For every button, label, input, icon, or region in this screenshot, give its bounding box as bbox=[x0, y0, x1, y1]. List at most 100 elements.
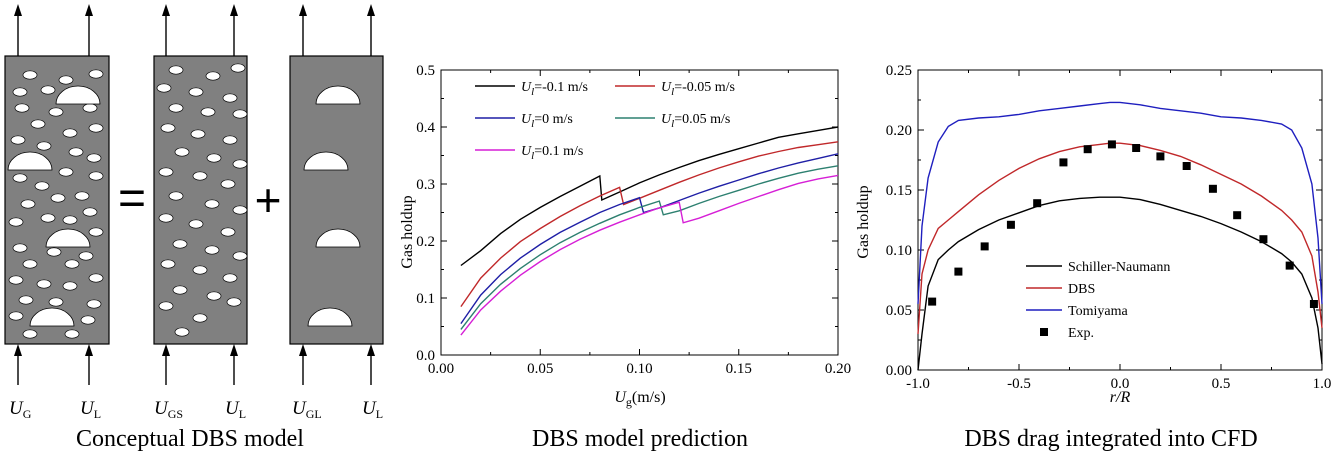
y-tick-label: 0.5 bbox=[416, 63, 435, 79]
velocity-label: UL bbox=[362, 398, 383, 421]
arrows bbox=[14, 4, 375, 385]
data-point bbox=[1033, 199, 1042, 208]
small-bubble bbox=[12, 243, 28, 253]
data-point bbox=[928, 297, 937, 306]
arrowhead bbox=[14, 4, 22, 16]
arrowhead bbox=[367, 4, 375, 16]
arrowhead bbox=[299, 344, 307, 356]
small-bubble bbox=[230, 63, 246, 73]
legend-label: Tomiyama bbox=[1068, 304, 1128, 319]
large-bubble bbox=[55, 85, 101, 105]
small-bubble bbox=[8, 217, 24, 227]
small-bubble bbox=[204, 245, 220, 255]
small-bubble bbox=[46, 247, 62, 257]
small-bubble bbox=[62, 281, 78, 291]
small-bubble bbox=[192, 171, 208, 181]
y-axis-label: Gas holdup bbox=[399, 195, 416, 268]
small-bubble bbox=[8, 275, 24, 285]
data-point bbox=[1208, 184, 1217, 193]
arrowhead bbox=[162, 4, 170, 16]
small-bubble bbox=[18, 295, 34, 305]
small-bubble bbox=[206, 291, 222, 301]
small-bubble bbox=[62, 215, 78, 225]
small-bubble bbox=[64, 329, 80, 339]
data-point bbox=[1156, 152, 1165, 161]
large-bubble bbox=[29, 307, 75, 327]
equals-sign: = bbox=[118, 172, 146, 225]
small-bubble bbox=[174, 327, 190, 337]
small-bubble bbox=[10, 135, 26, 145]
arrowhead bbox=[230, 4, 238, 16]
small-bubble bbox=[12, 87, 28, 97]
small-bubble bbox=[68, 147, 84, 157]
legend-label: Schiller-Naumann bbox=[1068, 260, 1170, 275]
small-bubble bbox=[48, 107, 64, 117]
arrowhead bbox=[230, 344, 238, 356]
small-bubble bbox=[160, 123, 176, 133]
x-tick-label: 0.0 bbox=[1111, 376, 1130, 392]
cfd-panel: -1.0 -0.5 0.0 0.5 1.0 0.00 0.05 0.10 0.15 0.20 0.2… bbox=[855, 63, 1331, 452]
series-line bbox=[460, 153, 839, 324]
small-bubble bbox=[222, 93, 238, 103]
small-bubble bbox=[174, 147, 190, 157]
caption-cfd: DBS drag integrated into CFD bbox=[964, 426, 1257, 452]
x-tick-label: 0.10 bbox=[626, 361, 652, 377]
legend-label: Ul=0.1 m/s bbox=[521, 144, 583, 162]
small-bubble bbox=[64, 259, 80, 269]
y-axis-label: Gas holdup bbox=[855, 185, 872, 258]
series-line bbox=[460, 165, 839, 330]
x-tick-label: -1.0 bbox=[906, 376, 930, 392]
x-tick-label: 0.20 bbox=[825, 361, 851, 377]
y-tick-label: 0.3 bbox=[416, 177, 435, 193]
small-bubble bbox=[168, 191, 184, 201]
x-tick-label: 0.5 bbox=[1212, 376, 1231, 392]
velocity-label: UGS bbox=[154, 398, 183, 421]
arrowhead bbox=[299, 4, 307, 16]
small-bubble bbox=[40, 85, 56, 95]
small-bubble bbox=[58, 75, 74, 85]
arrowhead bbox=[85, 4, 93, 16]
small-bubble bbox=[156, 83, 172, 93]
legend-label: Ul=0 m/s bbox=[521, 112, 573, 130]
small-bubble bbox=[88, 123, 104, 133]
small-bubble bbox=[226, 297, 242, 307]
prediction-panel: 0.00 0.05 0.10 0.15 0.20 0.0 0.1 0.2 0.3 0.4 0.5 Ul… bbox=[399, 63, 851, 452]
small-bubble bbox=[188, 219, 204, 229]
small-bubble bbox=[206, 153, 222, 163]
small-bubble bbox=[158, 213, 174, 223]
velocity-label: UG bbox=[9, 398, 32, 421]
y-tick-label: 0.05 bbox=[886, 303, 912, 319]
cfd-chart: -1.0 -0.5 0.0 0.5 1.0 0.00 0.05 0.10 0.15 0.20 0.2… bbox=[886, 63, 1332, 392]
concept-panel: = + UG UL UGS UL UGL UL Conceptual DBS m… bbox=[4, 4, 384, 452]
small-bubble bbox=[204, 199, 220, 209]
y-tick-label: 0.1 bbox=[416, 291, 435, 307]
small-bubble bbox=[20, 199, 36, 209]
flow-labels: UG UL UGS UL UGL UL bbox=[9, 398, 383, 421]
small-bubble bbox=[50, 193, 66, 203]
x-tick-label: 1.0 bbox=[1313, 376, 1332, 392]
small-bubble bbox=[22, 259, 38, 269]
y-tick-label: 0.15 bbox=[886, 183, 912, 199]
y-tick-label: 0.25 bbox=[886, 63, 912, 79]
small-bubble bbox=[192, 265, 208, 275]
small-bubble bbox=[86, 153, 102, 163]
column-small-bubbles bbox=[153, 55, 248, 345]
y-tick-label: 0.2 bbox=[416, 234, 435, 250]
small-bubble bbox=[158, 301, 174, 311]
small-bubble bbox=[158, 167, 174, 177]
small-bubble bbox=[200, 107, 216, 117]
small-bubble bbox=[192, 313, 208, 323]
small-bubble bbox=[232, 251, 248, 261]
arrowhead bbox=[85, 344, 93, 356]
velocity-label: UL bbox=[225, 398, 246, 421]
small-bubble bbox=[188, 87, 204, 97]
prediction-chart: 0.00 0.05 0.10 0.15 0.20 0.0 0.1 0.2 0.3 0.4 0.5 Ul… bbox=[416, 63, 851, 377]
data-point bbox=[1006, 220, 1015, 229]
y-tick-label: 0.00 bbox=[886, 363, 912, 379]
small-bubble bbox=[82, 207, 98, 217]
large-bubble bbox=[303, 151, 349, 171]
caption-prediction: DBS model prediction bbox=[532, 426, 748, 452]
small-bubble bbox=[168, 65, 184, 75]
small-bubble bbox=[205, 71, 221, 81]
small-bubble bbox=[82, 103, 98, 113]
